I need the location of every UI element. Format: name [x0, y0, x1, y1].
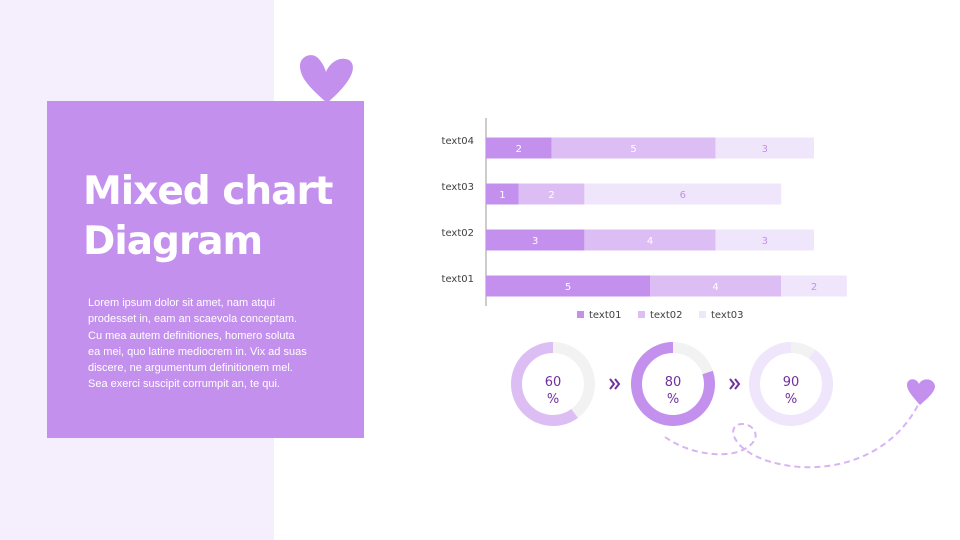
data-label: 2 — [548, 190, 554, 201]
heart-icon — [300, 55, 353, 103]
donut-value-arc — [749, 342, 833, 426]
donut-value-arc — [631, 342, 715, 426]
heart-icon — [907, 379, 935, 405]
bar-segment — [650, 275, 782, 297]
body-line: ea mei, quo latine mediocrem in. Vix ad … — [88, 345, 307, 358]
bar-segment — [486, 275, 650, 297]
title-line: Diagram — [83, 219, 263, 264]
title-line: Mixed chart — [83, 169, 333, 214]
data-label: 3 — [762, 236, 768, 247]
dashed-path — [664, 404, 919, 469]
bar-segment — [518, 183, 585, 205]
bar-segment — [715, 137, 814, 159]
donut-unit: % — [785, 392, 797, 407]
data-label: 5 — [565, 282, 571, 293]
donut-value: 90 — [783, 375, 800, 390]
bar-segment — [584, 229, 716, 251]
data-label: 2 — [516, 144, 522, 155]
data-label: 5 — [630, 144, 636, 155]
donut-unit: % — [667, 392, 679, 407]
data-label: 4 — [712, 282, 718, 293]
body-line: prodesset in, eam an scaevola conceptam. — [88, 313, 298, 326]
body-text: Lorem ipsum dolor sit amet, nam atqui pr… — [88, 295, 358, 393]
category-label: text03 — [442, 182, 474, 193]
legend-swatch — [638, 311, 645, 318]
legend-swatch — [699, 311, 706, 318]
data-label: 4 — [647, 236, 653, 247]
category-label: text01 — [442, 274, 474, 285]
donut-value: 80 — [665, 375, 682, 390]
data-label: 6 — [680, 190, 686, 201]
donut-value: 60 — [545, 375, 562, 390]
data-label: 1 — [499, 190, 505, 201]
bar-segment — [486, 137, 552, 159]
bar-segment — [715, 229, 814, 251]
data-label: 2 — [811, 282, 817, 293]
double-chevron-right-icon — [729, 378, 741, 390]
bar-segment — [781, 275, 847, 297]
bar-segment — [551, 137, 716, 159]
legend-label: text02 — [650, 310, 682, 321]
category-label: text04 — [442, 136, 474, 147]
data-label: 3 — [532, 236, 538, 247]
page-title: Mixed chart Diagram — [83, 167, 333, 267]
data-label: 3 — [762, 144, 768, 155]
body-line: Sea exerci suscipit corrumpit an, te qui… — [88, 378, 280, 391]
body-line: discere, ne argumentum definitionem mel. — [88, 362, 293, 375]
bar-segment — [486, 229, 585, 251]
body-line: Lorem ipsum dolor sit amet, nam atqui — [88, 297, 276, 309]
bar-segment — [584, 183, 782, 205]
double-chevron-right-icon — [609, 378, 621, 390]
legend-swatch — [577, 311, 584, 318]
donut-unit: % — [547, 392, 559, 407]
title-card: Mixed chart Diagram Lorem ipsum dolor si… — [47, 101, 364, 438]
donut-value-arc — [511, 342, 595, 426]
body-line: Cu mea autem definitiones, homero soluta — [88, 329, 295, 342]
legend-label: text01 — [589, 310, 621, 321]
category-label: text02 — [442, 228, 474, 239]
bar-segment — [486, 183, 519, 205]
legend-label: text03 — [711, 310, 743, 321]
